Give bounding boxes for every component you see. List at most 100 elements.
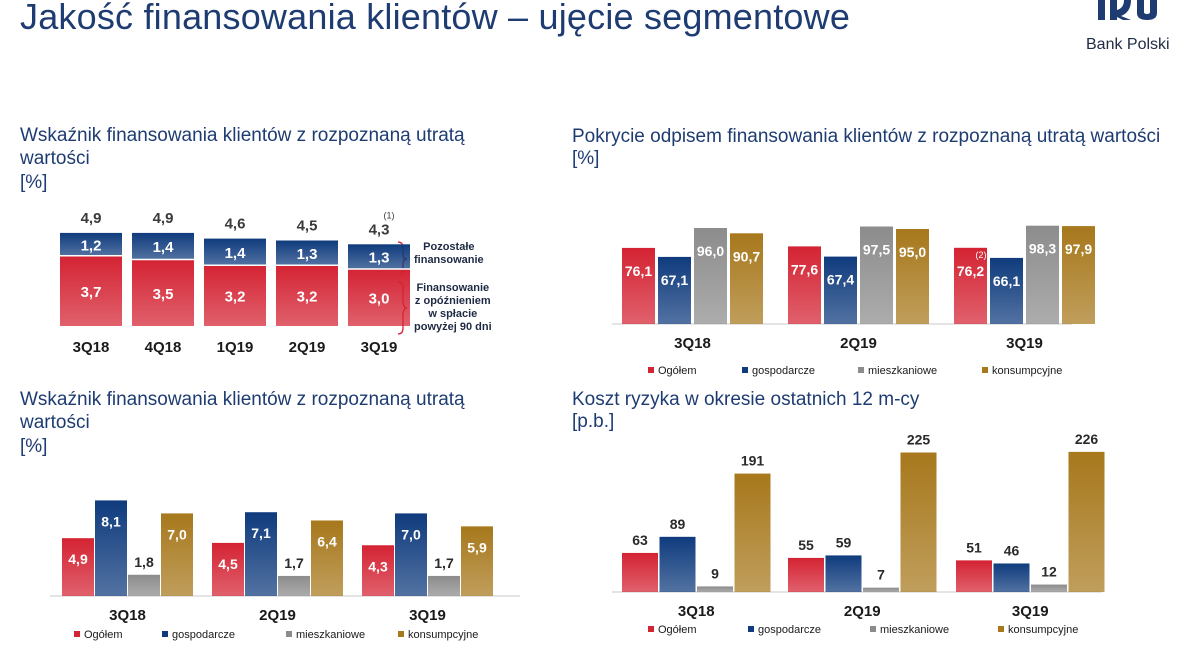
legend-label: mieszkaniowe (296, 629, 365, 641)
bar-mieszkaniowe-3Q18 (694, 228, 727, 324)
legend-label: mieszkaniowe (880, 624, 949, 636)
label-total: 4,9 (81, 210, 102, 227)
value-label: 67,4 (827, 272, 854, 288)
bar-Ogółem-3Q19 (956, 560, 992, 592)
legend-label: mieszkaniowe (868, 365, 937, 377)
value-label: 90,7 (733, 248, 760, 264)
stacked-unit: [%] (20, 172, 48, 193)
bar-Ogółem-3Q19 (954, 247, 987, 324)
segment-title-line1: Wskaźnik finansowania klientów z rozpozn… (20, 389, 465, 410)
value-label: 7 (877, 567, 885, 583)
value-label: 191 (741, 453, 765, 469)
label-other: 1,3 (369, 250, 390, 267)
stacked-bar-chart: 3,7 1,2 4,9 3Q18 3,5 1,4 4,9 4Q18 3,2 1,4 4,6 1Q19 3… (60, 210, 410, 356)
bar-overdue-3Q19 (348, 269, 410, 326)
legend-label: konsumpcyjne (992, 365, 1062, 377)
value-label: 1,7 (434, 555, 454, 571)
value-label: 5,9 (467, 539, 487, 555)
bar-konsumpcyjne-3Q18 (161, 513, 193, 596)
value-label: 95,0 (899, 244, 926, 260)
value-label: 51 (966, 539, 982, 555)
bar-gospodarcze-3Q19 (993, 563, 1030, 592)
bar-konsumpcyjne-3Q19 (1062, 226, 1095, 324)
bar-mieszkaniowe-3Q18 (128, 574, 160, 596)
value-label: 89 (670, 516, 686, 532)
value-label: 8,1 (101, 513, 121, 529)
legend-overdue-financing: Finansowanie z opóźnieniem w spłacie pow… (414, 282, 492, 333)
tick-label: 3Q19 (361, 339, 398, 356)
legend-swatch (998, 626, 1004, 632)
bar-other-3Q18 (60, 232, 122, 256)
bar-gospodarcze-2Q19 (824, 256, 857, 324)
tick-label: 3Q19 (1012, 603, 1049, 620)
bar-konsumpcyjne-3Q18 (734, 473, 771, 592)
tick-label: 2Q19 (289, 339, 326, 356)
tick-label: 3Q19 (1006, 335, 1043, 352)
bar-konsumpcyjne-2Q19 (311, 520, 343, 596)
bar-mieszkaniowe-2Q19 (860, 226, 893, 324)
coverage-chart-title: Pokrycie odpisem finansowania klientów z… (572, 126, 1161, 147)
segment-chart-title: Wskaźnik finansowania klientów z rozpozn… (20, 388, 465, 434)
tick-label: 3Q19 (409, 607, 446, 624)
value-label: 4,5 (218, 556, 238, 572)
legend-swatch (398, 631, 404, 637)
coverage-bar-chart: 76,1 67,1 96,0 90,7 3Q18 77,6 67,4 97,5 95,0 2Q19… (612, 225, 1095, 377)
stacked-chart-title: Wskaźnik finansowania klientów z rozpozn… (20, 124, 465, 170)
value-label: 7,0 (401, 526, 421, 542)
legend-swatch (648, 367, 654, 373)
value-label: 46 (1004, 542, 1020, 558)
legend-swatch (982, 367, 988, 373)
label-overdue: 3,2 (297, 289, 318, 306)
value-label: 226 (1075, 431, 1099, 447)
value-label: 12 (1041, 564, 1057, 580)
legend-label: Ogółem (658, 365, 697, 377)
value-label: 97,5 (863, 242, 890, 258)
legend-swatch (858, 367, 864, 373)
legend-label: konsumpcyjne (1008, 624, 1078, 636)
legend-swatch (742, 367, 748, 373)
label-other: 1,2 (81, 237, 102, 254)
value-label: 76,2 (957, 263, 984, 279)
label-overdue: 3,5 (153, 286, 174, 303)
risk-bar-chart: 63 89 9 191 3Q18 55 59 7 225 2Q19 51 46 12 226 3Q19 Ogó… (612, 431, 1105, 636)
legend-label: gospodarcze (752, 365, 815, 377)
risk-chart-title: Koszt ryzyka w okresie ostatnich 12 m-cy (572, 389, 920, 410)
bar-gospodarcze-3Q19 (990, 257, 1023, 324)
label-total: 4,3 (369, 221, 390, 238)
value-label: 77,6 (791, 261, 818, 277)
label-total: 4,5 (297, 218, 318, 235)
tick-label: 3Q18 (109, 607, 146, 624)
label-other: 1,3 (297, 246, 318, 263)
tick-label: 3Q18 (678, 603, 715, 620)
coverage-unit: [%] (572, 148, 600, 169)
bar-mieszkaniowe-3Q19 (1031, 584, 1067, 592)
segment-title-line2: wartości (20, 412, 90, 433)
bar-Ogółem-2Q19 (212, 542, 244, 596)
bar-gospodarcze-2Q19 (245, 512, 277, 596)
legend-label: gospodarcze (758, 624, 821, 636)
bar-Ogółem-3Q19 (362, 545, 394, 596)
segment-unit: [%] (20, 436, 48, 457)
bar-other-2Q19 (276, 240, 338, 266)
bar-Ogółem-3Q18 (622, 247, 655, 324)
value-label: 4,3 (368, 558, 388, 574)
value-label: 9 (711, 565, 719, 581)
bar-gospodarcze-3Q18 (658, 256, 691, 324)
legend-swatch (286, 631, 292, 637)
value-label: 7,0 (167, 526, 187, 542)
tick-label: 4Q18 (145, 339, 182, 356)
bar-mieszkaniowe-2Q19 (863, 587, 899, 592)
legend-swatch (748, 626, 754, 632)
bar-mieszkaniowe-3Q19 (1026, 225, 1059, 324)
bar-Ogółem-3Q18 (62, 538, 94, 596)
value-label: 96,0 (697, 243, 724, 259)
value-label: 1,8 (134, 554, 154, 570)
stacked-title-line1: Wskaźnik finansowania klientów z rozpozn… (20, 125, 465, 146)
label-other: 1,4 (225, 245, 247, 262)
legend-swatch (162, 631, 168, 637)
segment-bar-chart: 4,9 8,1 1,8 7,0 3Q18 4,5 7,1 1,7 6,4 2Q19 4,3 7,0 1,… (50, 500, 520, 641)
label-total: 4,9 (153, 210, 174, 227)
bar-other-4Q18 (132, 232, 194, 260)
bar-overdue-1Q19 (204, 265, 266, 326)
value-label: 1,7 (284, 555, 304, 571)
